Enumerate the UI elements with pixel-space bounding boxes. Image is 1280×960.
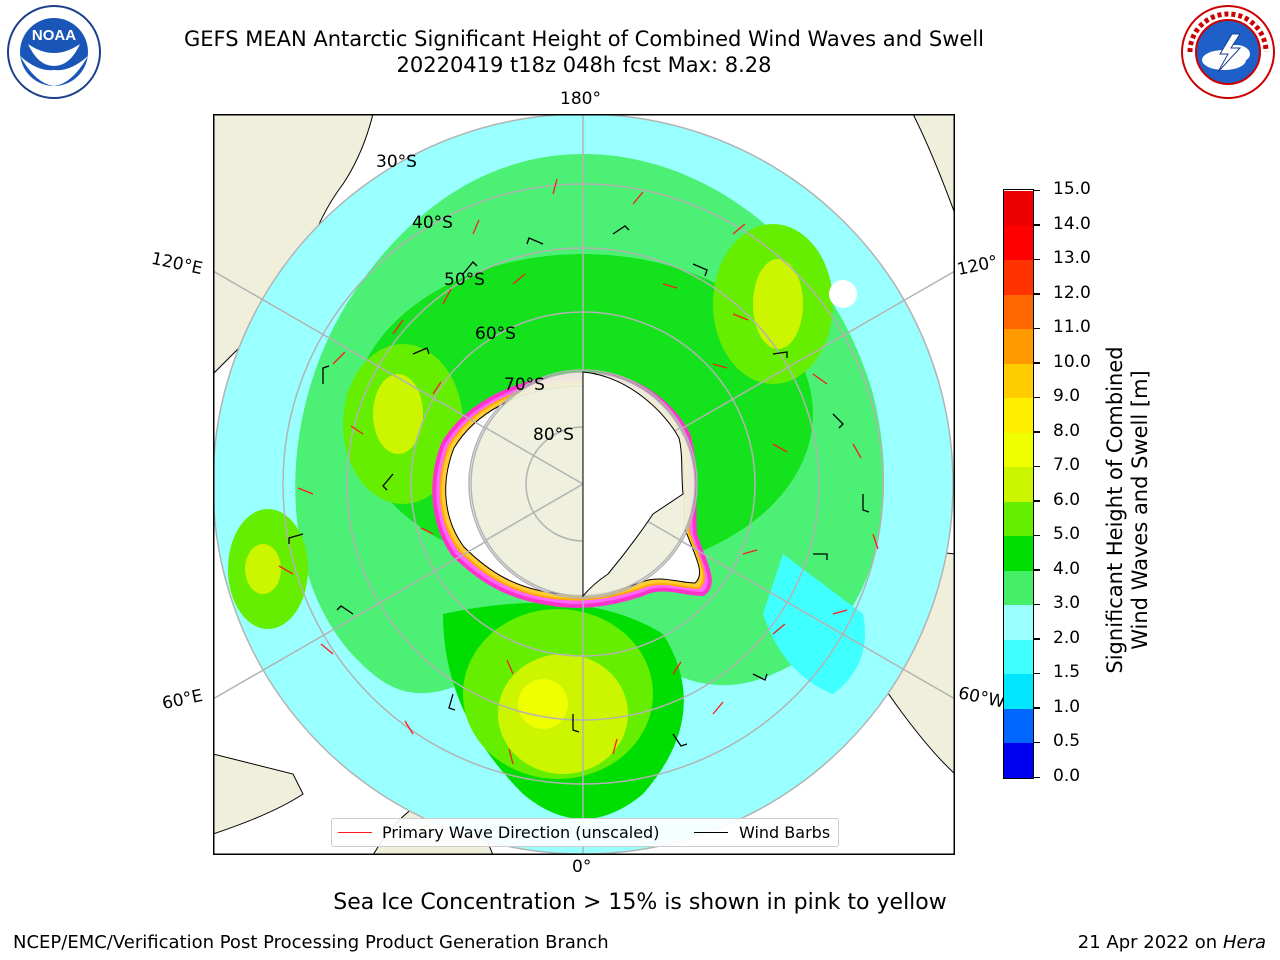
colorbar-segment bbox=[1004, 639, 1033, 675]
colorbar-segment bbox=[1004, 501, 1033, 537]
colorbar-segment bbox=[1004, 570, 1033, 606]
lat-label-50s: 50°S bbox=[444, 270, 485, 290]
colorbar-tick-mark bbox=[1034, 327, 1040, 330]
lat-label-60s: 60°S bbox=[475, 324, 516, 344]
noaa-logo: NOAA bbox=[7, 5, 101, 99]
colorbar-tick-mark bbox=[1034, 465, 1040, 468]
colorbar-tick-label: 14.0 bbox=[1053, 213, 1091, 234]
colorbar-segment bbox=[1004, 708, 1033, 744]
colorbar-tick-mark bbox=[1034, 431, 1040, 433]
colorbar-tick-mark bbox=[1034, 189, 1040, 191]
colorbar-segment bbox=[1004, 259, 1033, 295]
colorbar-tick-label: 12.0 bbox=[1053, 282, 1091, 303]
colorbar-segment bbox=[1004, 432, 1033, 468]
footer-host: Hera bbox=[1222, 932, 1266, 953]
colorbar-label: Significant Height of Combined Wind Wave… bbox=[1103, 250, 1153, 770]
colorbar-tick-label: 15.0 bbox=[1053, 179, 1091, 199]
wave-direction-legend-label: Primary Wave Direction (unscaled) bbox=[382, 823, 660, 842]
colorbar-tick-label: 0.5 bbox=[1053, 731, 1081, 752]
footer-branch: NCEP/EMC/Verification Post Processing Pr… bbox=[13, 932, 609, 953]
colorbar-tick-label: 7.0 bbox=[1053, 455, 1081, 476]
colorbar-label-line1: Significant Height of Combined bbox=[1103, 346, 1127, 674]
colorbar-tick-label: 5.0 bbox=[1053, 524, 1081, 545]
wave-direction-legend-swatch bbox=[338, 832, 372, 833]
colorbar-tick-mark bbox=[1034, 569, 1040, 571]
colorbar-tick-label: 10.0 bbox=[1053, 351, 1091, 372]
colorbar-tick-label: 4.0 bbox=[1053, 558, 1081, 579]
footer-date: 21 Apr 2022 on Hera bbox=[1078, 932, 1266, 953]
colorbar bbox=[1003, 189, 1034, 779]
wind-barbs-legend-label: Wind Barbs bbox=[739, 823, 831, 842]
lon-label-180: 180° bbox=[560, 89, 601, 109]
colorbar-segment bbox=[1004, 328, 1033, 364]
colorbar-tick-label: 8.0 bbox=[1053, 420, 1081, 441]
colorbar-tick-label: 13.0 bbox=[1053, 248, 1091, 269]
lat-label-70s: 70°S bbox=[504, 375, 545, 395]
colorbar-tick-mark bbox=[1034, 534, 1040, 537]
lat-label-40s: 40°S bbox=[412, 213, 453, 233]
colorbar-segment bbox=[1004, 363, 1033, 399]
lon-label-60e: 60°E bbox=[160, 685, 205, 715]
colorbar-segment bbox=[1004, 190, 1033, 226]
colorbar-segment bbox=[1004, 673, 1033, 709]
colorbar-tick-mark bbox=[1034, 672, 1040, 675]
colorbar-label-line2: Wind Waves and Swell [m] bbox=[1128, 370, 1152, 650]
colorbar-tick-label: 1.5 bbox=[1053, 662, 1081, 683]
polar-map bbox=[213, 114, 955, 855]
colorbar-tick-mark bbox=[1034, 396, 1040, 399]
colorbar-tick-mark bbox=[1034, 224, 1040, 226]
nws-logo bbox=[1181, 5, 1275, 99]
colorbar-tick-label: 6.0 bbox=[1053, 489, 1081, 510]
colorbar-tick-mark bbox=[1034, 638, 1040, 640]
colorbar-segment bbox=[1004, 397, 1033, 433]
lat-label-80s: 80°S bbox=[533, 425, 574, 445]
colorbar-tick-label: 1.0 bbox=[1053, 696, 1081, 717]
colorbar-segment bbox=[1004, 466, 1033, 502]
colorbar-tick-label: 3.0 bbox=[1053, 593, 1081, 614]
sea-ice-caption: Sea Ice Concentration > 15% is shown in … bbox=[333, 890, 947, 915]
colorbar-segment bbox=[1004, 535, 1033, 571]
lat-label-30s: 30°S bbox=[376, 152, 417, 172]
colorbar-tick-mark bbox=[1034, 258, 1040, 261]
colorbar-tick-mark bbox=[1034, 707, 1040, 709]
colorbar-tick-mark bbox=[1034, 362, 1040, 364]
colorbar-tick-label: 9.0 bbox=[1053, 386, 1081, 407]
colorbar-segment bbox=[1004, 604, 1033, 640]
colorbar-segment bbox=[1004, 225, 1033, 261]
colorbar-tick-label: 0.0 bbox=[1053, 766, 1081, 786]
lon-label-60w: 60°W bbox=[956, 683, 1007, 713]
colorbar-segment bbox=[1004, 742, 1033, 778]
footer-date-text: 21 Apr 2022 on bbox=[1077, 932, 1223, 953]
lon-label-0: 0° bbox=[572, 857, 592, 877]
colorbar-segment bbox=[1004, 294, 1033, 330]
lon-label-120w: 120° bbox=[955, 251, 1000, 281]
lon-label-120e: 120°E bbox=[149, 248, 205, 280]
wind-barbs-legend-swatch bbox=[694, 832, 728, 833]
colorbar-tick-mark bbox=[1034, 603, 1040, 606]
colorbar-tick-mark bbox=[1034, 741, 1040, 744]
colorbar-tick-mark bbox=[1034, 500, 1040, 502]
colorbar-tick-mark bbox=[1034, 293, 1040, 295]
map-legend: Primary Wave Direction (unscaled) Wind B… bbox=[331, 818, 839, 847]
colorbar-tick-label: 11.0 bbox=[1053, 317, 1091, 338]
noaa-logo-text: NOAA bbox=[32, 27, 76, 44]
colorbar-tick-label: 2.0 bbox=[1053, 627, 1081, 648]
chart-title: GEFS MEAN Antarctic Significant Height o… bbox=[183, 27, 985, 51]
chart-subtitle: 20220419 t18z 048h fcst Max: 8.28 bbox=[396, 53, 772, 77]
colorbar-tick-mark bbox=[1034, 776, 1040, 778]
